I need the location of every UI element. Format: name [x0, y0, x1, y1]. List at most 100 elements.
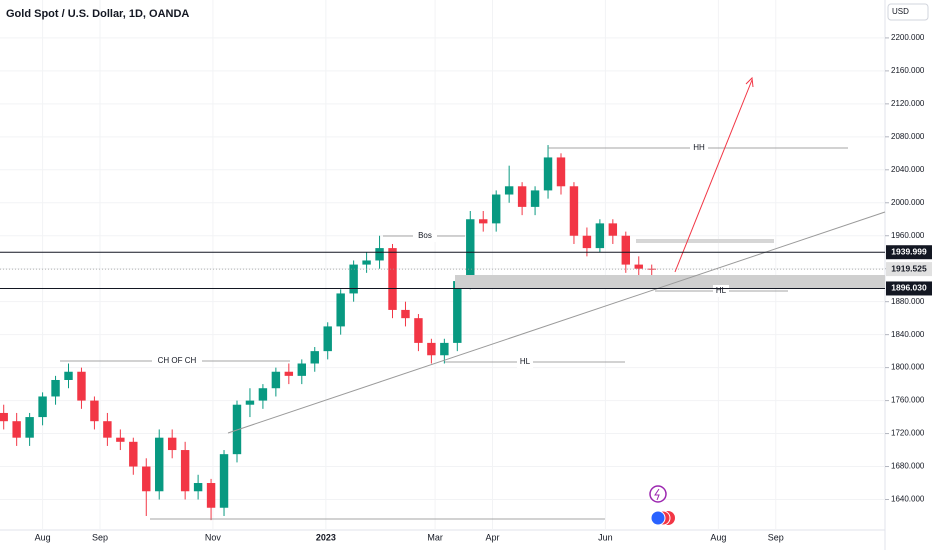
chart-title: Gold Spot / U.S. Dollar, 1D, OANDA	[6, 8, 189, 20]
candle-body	[556, 157, 566, 187]
zone	[636, 239, 774, 243]
currency: USD	[892, 7, 909, 16]
candle-body	[219, 454, 229, 508]
y-tick-label: 2200.000	[891, 33, 925, 42]
candle-body	[310, 351, 319, 364]
y-tick-label: 1800.000	[891, 363, 925, 372]
y-tick-label: 2040.000	[891, 165, 925, 174]
x-tick-label: Aug	[35, 532, 51, 542]
candle-body	[504, 186, 514, 195]
annotation: HL	[520, 357, 531, 366]
y-tick-label: 1640.000	[891, 495, 925, 504]
y-tick-label: 1880.000	[891, 297, 925, 306]
annotation: HL	[716, 286, 727, 295]
candle-body	[12, 421, 21, 438]
candle-body	[0, 412, 8, 422]
label-bg	[517, 356, 533, 368]
price-label-bg	[886, 281, 932, 296]
annotation: HH	[693, 143, 705, 152]
candle-body	[77, 371, 86, 401]
candle-body	[388, 248, 397, 310]
y-tick-label: 2080.000	[891, 132, 925, 141]
trendline	[227, 211, 886, 434]
x-tick-label: Sep	[768, 532, 784, 542]
event-icon[interactable]	[649, 485, 667, 503]
candle-body	[569, 186, 579, 236]
price-label: 1939.999	[891, 246, 927, 256]
candle-body	[440, 342, 449, 356]
candle-body	[349, 264, 358, 294]
x-tick-label: Jun	[598, 532, 613, 542]
candle-body	[595, 223, 605, 249]
candle-body	[51, 379, 60, 397]
currency-button[interactable]	[887, 3, 929, 21]
candle-body	[129, 441, 138, 467]
candle-body	[517, 186, 527, 207]
candle-body	[232, 404, 242, 455]
candle-body	[90, 400, 99, 422]
x-tick-label: Aug	[710, 532, 726, 542]
event-icon-glyph	[654, 488, 660, 501]
y-tick-label: 2000.000	[891, 198, 925, 207]
candle-body	[103, 421, 112, 438]
x-tick-label: Apr	[485, 532, 499, 542]
candle-body	[543, 157, 553, 191]
event-icon[interactable]	[650, 510, 666, 526]
label-bg	[690, 142, 708, 154]
price-label: 1896.030	[891, 283, 927, 293]
y-tick-label: 1680.000	[891, 462, 925, 471]
y-tick-label: 1840.000	[891, 330, 925, 339]
y-tick-label: 1720.000	[891, 429, 925, 438]
candle-body	[206, 483, 216, 508]
candle-body	[453, 281, 462, 343]
candle-body	[64, 371, 73, 380]
candle-body	[167, 437, 177, 451]
label-bg	[413, 230, 437, 242]
candle-body	[491, 194, 501, 224]
x-tick-label: Sep	[92, 532, 108, 542]
candle-body	[38, 396, 47, 418]
candle-body	[621, 235, 631, 265]
candle-body	[427, 342, 436, 356]
annotation: Bos	[418, 231, 432, 240]
candle-body	[362, 260, 371, 265]
x-tick-label: 2023	[316, 532, 336, 542]
candle-body	[414, 318, 423, 343]
y-tick-label: 2120.000	[891, 99, 925, 108]
y-tick-label: 2160.000	[891, 66, 925, 75]
arrow-head	[745, 76, 754, 88]
candle-body	[323, 326, 332, 352]
candle-body	[142, 466, 151, 492]
candle-body	[180, 450, 190, 492]
price-label-bg	[886, 245, 932, 260]
candle-body	[466, 219, 475, 282]
candle-body	[271, 371, 281, 389]
candle-body	[297, 363, 307, 376]
candle-body	[284, 371, 294, 376]
y-tick-label: 1960.000	[891, 231, 925, 240]
candle-body	[401, 309, 410, 319]
y-tick-label: 1760.000	[891, 396, 925, 405]
candle-body	[479, 219, 488, 224]
candle-body	[634, 264, 643, 269]
candle-body	[258, 388, 268, 401]
arrow	[674, 79, 753, 273]
candle-body	[608, 223, 618, 236]
x-tick-label: Mar	[427, 532, 443, 542]
annotation: CH OF CH	[158, 356, 197, 365]
candle-body	[116, 437, 125, 442]
candle-body	[582, 235, 592, 249]
candle-body	[193, 483, 203, 492]
candle-body	[375, 248, 384, 261]
label-bg	[152, 355, 202, 367]
candle-body	[336, 293, 345, 327]
price-label-bg	[886, 262, 932, 277]
candle-body	[245, 400, 255, 405]
candle-body	[155, 437, 164, 492]
candle-body	[25, 417, 34, 438]
candle-body	[530, 190, 540, 207]
price-label: 1919.525	[891, 263, 927, 273]
x-tick-label: Nov	[205, 532, 222, 542]
zone	[455, 275, 885, 289]
